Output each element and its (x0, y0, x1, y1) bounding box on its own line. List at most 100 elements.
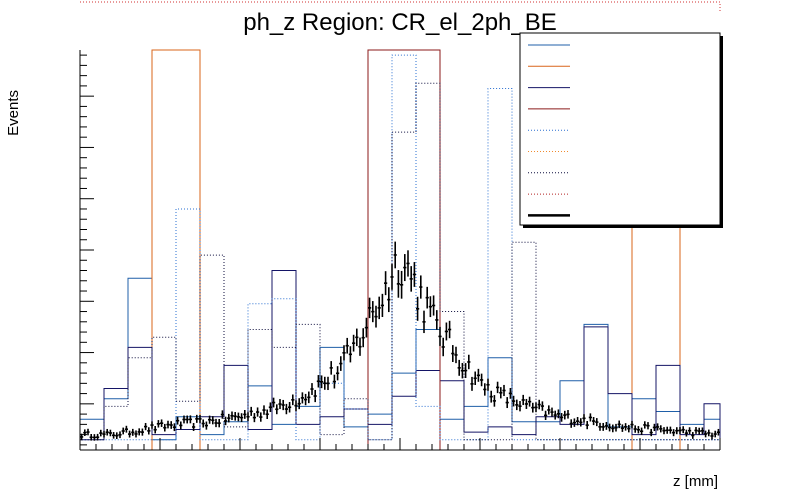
data-point (252, 413, 256, 423)
data-point (198, 414, 202, 423)
data-point (416, 296, 420, 321)
chart-title: ph_z Region: CR_el_2ph_BE (243, 9, 557, 36)
data-point (240, 413, 244, 422)
data-point (288, 402, 292, 413)
data-point (96, 433, 100, 441)
data-point (409, 266, 413, 292)
data-point (460, 362, 464, 379)
data-point (556, 409, 560, 419)
data-point (361, 328, 365, 348)
data-point (131, 428, 135, 436)
data-point (380, 293, 384, 317)
data-point (89, 433, 93, 441)
data-point (208, 415, 212, 424)
data-point (681, 426, 685, 434)
data-point (140, 428, 144, 436)
data-point (432, 295, 436, 316)
data-point (217, 419, 221, 428)
data-point (307, 391, 311, 404)
data-point (230, 411, 234, 421)
data-point (166, 420, 170, 429)
data-points-layer (80, 241, 720, 441)
data-point (572, 418, 576, 427)
data-point (137, 428, 141, 436)
data-point (624, 423, 628, 431)
data-point (512, 395, 516, 407)
data-point (627, 424, 631, 433)
data-point (508, 387, 512, 399)
histogram-series-5 (79, 54, 721, 450)
data-point (601, 422, 605, 431)
data-point (179, 421, 183, 430)
data-point (604, 422, 608, 430)
data-point (633, 425, 637, 433)
data-point (156, 420, 160, 428)
data-point (323, 376, 327, 390)
data-point (387, 287, 391, 313)
data-point (396, 270, 400, 298)
data-point (390, 264, 394, 290)
data-point (537, 399, 541, 410)
data-point (710, 432, 714, 440)
data-point (419, 275, 423, 299)
data-point (716, 428, 720, 436)
data-point (352, 334, 356, 352)
data-point (236, 412, 240, 422)
data-point (444, 322, 448, 341)
data-point (304, 393, 308, 406)
data-point (457, 359, 461, 376)
data-point (220, 410, 224, 419)
data-point (566, 410, 570, 419)
data-point (310, 383, 314, 395)
data-point (332, 374, 336, 389)
data-point (355, 328, 359, 347)
data-point (316, 375, 320, 388)
data-point (300, 392, 304, 404)
data-point (704, 430, 708, 438)
data-point (585, 421, 589, 430)
data-point (531, 402, 535, 413)
data-point (329, 361, 333, 375)
data-point (505, 397, 509, 409)
data-point (153, 426, 157, 434)
data-point (617, 420, 621, 429)
data-point (563, 410, 567, 420)
data-point (112, 432, 116, 439)
data-point (496, 381, 500, 394)
data-point (476, 368, 480, 382)
data-point (489, 390, 493, 403)
data-point (214, 418, 218, 428)
data-point (377, 296, 381, 320)
data-point (534, 402, 538, 413)
data-point (150, 421, 154, 429)
data-point (195, 414, 199, 423)
data-point (160, 419, 164, 427)
data-point (540, 401, 544, 411)
data-point (336, 366, 340, 381)
data-point (646, 422, 650, 430)
data-point (320, 375, 324, 389)
data-point (598, 422, 602, 431)
data-point (560, 413, 564, 422)
data-point (348, 346, 352, 363)
data-point (502, 384, 506, 397)
data-point (256, 407, 260, 417)
data-point (281, 399, 285, 411)
data-point (675, 427, 679, 435)
data-point (265, 409, 269, 419)
data-point (659, 425, 663, 433)
data-point (291, 394, 295, 406)
data-point (233, 412, 237, 421)
data-point (656, 423, 660, 431)
data-point (668, 426, 672, 434)
data-point (313, 389, 317, 403)
data-point (425, 286, 429, 309)
data-point (672, 429, 676, 437)
data-point (569, 419, 573, 428)
data-point (684, 429, 688, 437)
data-point (172, 423, 176, 432)
axes-layer (79, 50, 721, 451)
data-point (368, 297, 372, 319)
data-point (275, 404, 279, 415)
data-point (406, 250, 410, 277)
